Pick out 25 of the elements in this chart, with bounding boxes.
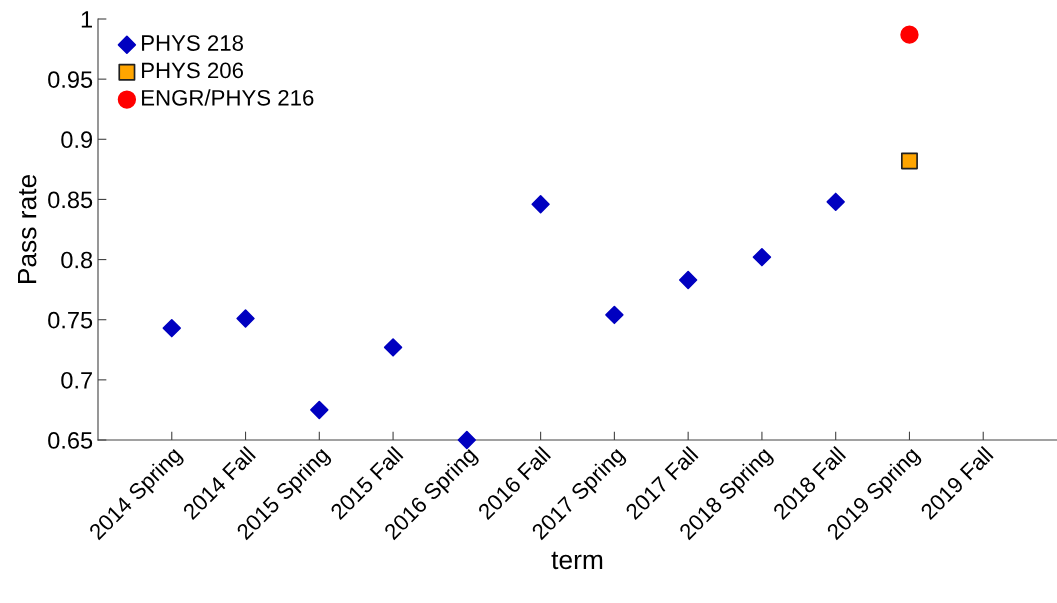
y-tick-label: 0.95 (48, 71, 93, 88)
point (162, 318, 181, 338)
y-tick-label: 0.65 (48, 432, 93, 449)
point (383, 338, 403, 357)
y-tick-label: 0.85 (48, 191, 93, 209)
point (531, 195, 550, 214)
point (826, 192, 845, 212)
point (605, 305, 624, 325)
y-axis-title: Pass rate (18, 174, 37, 284)
y-tick-label: 0.7 (61, 371, 92, 389)
y-tick-label: 0.8 (61, 251, 93, 269)
y-tick-label: 0.9 (61, 131, 93, 149)
legend-label: PHYS 206 (142, 62, 244, 79)
point (310, 400, 329, 420)
y-tick-label: 0.75 (48, 311, 93, 329)
point (900, 152, 918, 170)
y-tick-label: 1 (81, 11, 92, 28)
point (236, 309, 255, 328)
point (678, 270, 698, 290)
point (457, 430, 477, 450)
x-axis-title: term (551, 551, 603, 570)
point (900, 25, 919, 44)
legend-label: ENGR/PHYS 216 (142, 89, 314, 106)
legend-label: PHYS 218 (142, 35, 244, 51)
point (752, 247, 772, 267)
